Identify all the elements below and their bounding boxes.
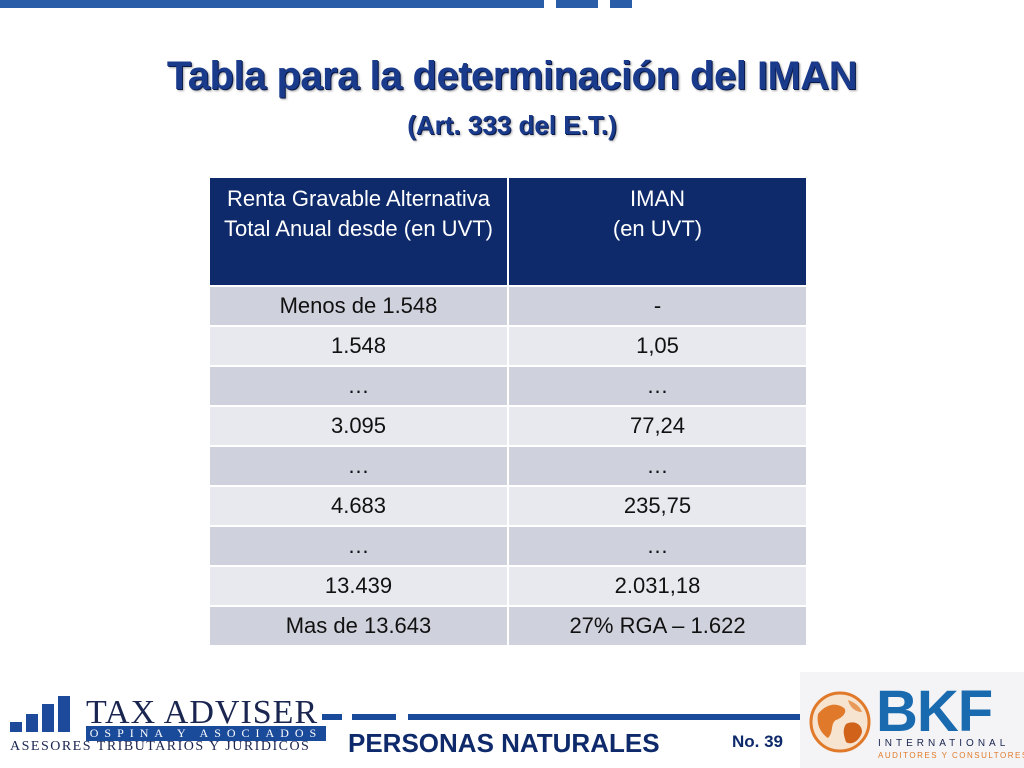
tax-adviser-tagline: ASESORES TRIBUTARIOS Y JURIDICOS (10, 739, 311, 754)
footer-section-title: PERSONAS NATURALES (348, 728, 660, 758)
renta-cell: 13.439 (208, 565, 509, 607)
iman-cell: - (507, 285, 808, 327)
iman-cell: 2.031,18 (507, 565, 808, 607)
globe-icon (809, 691, 871, 753)
top-bar-short (610, 0, 632, 8)
tax-adviser-name: TAX ADVISER (86, 694, 319, 731)
footer-line-c (408, 714, 800, 720)
tax-adviser-sub: OSPINA Y ASOCIADOS (86, 726, 326, 741)
iman-cell: 77,24 (507, 405, 808, 447)
top-bar-mid (556, 0, 598, 8)
table-row: … … (208, 445, 808, 487)
iman-cell: 1,05 (507, 325, 808, 367)
table-row: 1.548 1,05 (208, 325, 808, 367)
header-iman: IMAN (en UVT) (507, 176, 808, 287)
iman-cell: … (507, 365, 808, 407)
table-row: 13.439 2.031,18 (208, 565, 808, 607)
slide-title: Tabla para la determinación del IMAN (166, 54, 858, 98)
top-bar-long (0, 0, 544, 8)
renta-cell: … (208, 445, 509, 487)
bkf-name: BKF (876, 679, 993, 744)
renta-cell: Mas de 13.643 (208, 605, 509, 647)
renta-cell: 1.548 (208, 325, 509, 367)
table-header-row: Renta Gravable Alternativa Total Anual d… (208, 176, 808, 287)
renta-cell: 3.095 (208, 405, 509, 447)
tax-adviser-logo: TAX ADVISER OSPINA Y ASOCIADOS ASESORES … (10, 692, 340, 760)
renta-cell: 4.683 (208, 485, 509, 527)
iman-cell: 235,75 (507, 485, 808, 527)
bkf-auditores: AUDITORES Y CONSULTORES (878, 751, 1024, 760)
iman-cell: … (507, 525, 808, 567)
renta-cell: Menos de 1.548 (208, 285, 509, 327)
iman-table: Renta Gravable Alternativa Total Anual d… (208, 176, 808, 647)
slide-subtitle: (Art. 333 del E.T.) (407, 110, 617, 140)
table-row: … … (208, 365, 808, 407)
iman-cell: … (507, 445, 808, 487)
bkf-logo: BKF INTERNATIONAL AUDITORES Y CONSULTORE… (800, 672, 1024, 768)
bkf-international: INTERNATIONAL (878, 738, 1010, 749)
footer-line-a (322, 714, 342, 720)
table-row: Menos de 1.548 - (208, 285, 808, 327)
header-renta-gravable: Renta Gravable Alternativa Total Anual d… (208, 176, 509, 287)
iman-cell: 27% RGA – 1.622 (507, 605, 808, 647)
slide-number: No. 39 (732, 732, 784, 751)
table-row: … … (208, 525, 808, 567)
footer-line-b (352, 714, 396, 720)
renta-cell: … (208, 365, 509, 407)
table-row: 3.095 77,24 (208, 405, 808, 447)
renta-cell: … (208, 525, 509, 567)
table-row: 4.683 235,75 (208, 485, 808, 527)
table-row: Mas de 13.643 27% RGA – 1.622 (208, 605, 808, 647)
